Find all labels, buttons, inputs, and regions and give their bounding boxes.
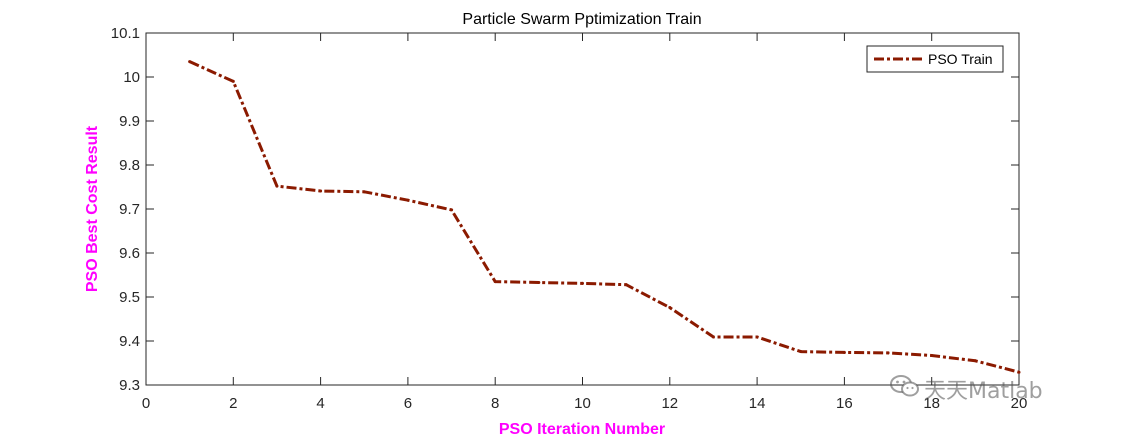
data-point <box>275 184 279 188</box>
data-point <box>493 280 497 284</box>
y-tick-label: 9.3 <box>119 377 140 394</box>
y-tick-label: 9.5 <box>119 289 140 306</box>
x-tick-label: 8 <box>491 395 499 412</box>
data-point <box>406 198 410 202</box>
series-layer <box>188 60 1021 374</box>
data-point <box>188 60 192 64</box>
data-point <box>799 350 803 354</box>
y-tick-label: 10.1 <box>111 25 140 42</box>
plot-area <box>145 32 1020 386</box>
chart-title: Particle Swarm Pptimization Train <box>462 11 701 28</box>
x-axis-label: PSO Iteration Number <box>499 421 665 438</box>
x-tick-label: 6 <box>404 395 412 412</box>
data-point <box>668 306 672 310</box>
y-tick-label: 10 <box>123 69 140 86</box>
data-point <box>973 359 977 363</box>
x-tick-label: 18 <box>923 395 940 412</box>
series-line-pso-train <box>189 60 1020 374</box>
x-tick-label: 12 <box>661 395 678 412</box>
y-tick-label: 9.7 <box>119 201 140 218</box>
y-tick-label: 9.8 <box>119 157 140 174</box>
x-tick-label: 2 <box>229 395 237 412</box>
data-point <box>362 190 366 194</box>
y-tick-label: 9.6 <box>119 245 140 262</box>
x-tick-label: 10 <box>574 395 591 412</box>
watermark: 天天Matlab <box>890 373 1043 405</box>
legend: PSO Train <box>866 45 1004 73</box>
data-point <box>1017 370 1021 374</box>
x-tick-label: 14 <box>749 395 766 412</box>
x-tick-label: 16 <box>836 395 853 412</box>
data-point <box>581 281 584 285</box>
data-point <box>711 335 715 339</box>
data-point <box>537 280 541 284</box>
data-point <box>930 354 934 358</box>
tick-labels: 0 2 4 6 8 10 12 14 16 18 20 9.3 9.4 9.5 9.6 9.7 9.8 9.9 10… <box>111 25 1028 412</box>
legend-label: PSO Train <box>928 51 993 67</box>
x-tick-label: 0 <box>142 395 150 412</box>
x-tick-label: 20 <box>1011 395 1028 412</box>
x-tick-label: 4 <box>316 395 324 412</box>
data-point <box>231 79 235 83</box>
data-point <box>450 208 454 212</box>
data-point <box>624 283 628 287</box>
y-tick-label: 9.4 <box>119 333 140 350</box>
wechat-icon <box>890 374 920 404</box>
tick-marks <box>145 32 1020 386</box>
data-point <box>842 350 846 354</box>
y-tick-label: 9.9 <box>119 113 140 130</box>
data-point <box>319 189 323 193</box>
watermark-text: 天天Matlab <box>924 379 1043 404</box>
data-point <box>755 335 759 339</box>
data-point <box>886 351 890 355</box>
y-axis-label: PSO Best Cost Result <box>84 125 101 292</box>
